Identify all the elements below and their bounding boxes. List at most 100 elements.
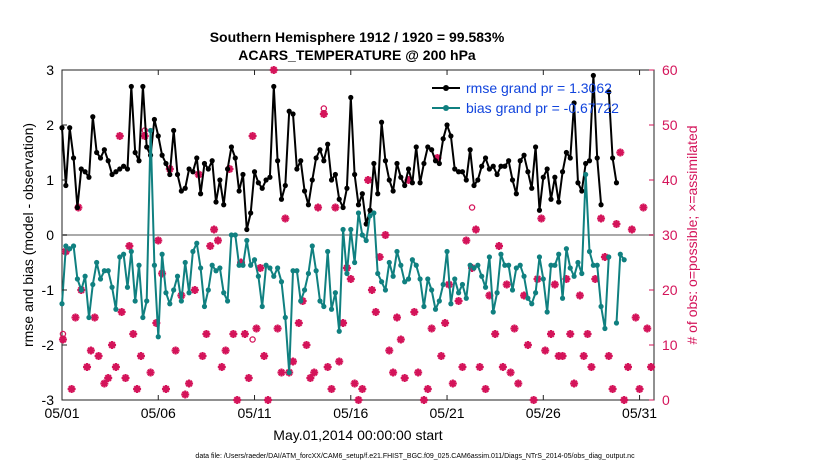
rmse-point bbox=[563, 149, 570, 156]
obs-mark-d2 bbox=[576, 291, 584, 300]
obs-assimilated-point bbox=[217, 363, 226, 371]
obs-mark-d2 bbox=[495, 242, 503, 250]
legend-rmse-marker bbox=[443, 85, 449, 91]
bias-point bbox=[540, 276, 546, 282]
rmse-point bbox=[421, 160, 427, 167]
bias-point bbox=[101, 268, 107, 274]
rmse-point bbox=[482, 155, 489, 161]
bias-point bbox=[236, 262, 242, 268]
y-tick-label-left: 3 bbox=[46, 62, 54, 78]
bias-point bbox=[448, 301, 454, 307]
obs-assimilated-point bbox=[136, 352, 145, 360]
obs-assimilated-point bbox=[523, 341, 532, 349]
rmse-point bbox=[267, 174, 273, 180]
rmse-point bbox=[198, 191, 204, 197]
bias-point bbox=[240, 262, 246, 268]
obs-assimilated-point bbox=[427, 324, 436, 333]
obs-mark-d2 bbox=[191, 286, 199, 294]
obs-mark-d2 bbox=[249, 132, 257, 140]
bias-point bbox=[621, 257, 627, 263]
obs-mark-d2 bbox=[428, 324, 436, 333]
bias-point bbox=[171, 287, 177, 293]
obs-mark-d2 bbox=[295, 319, 303, 327]
obs-assimilated-point bbox=[437, 352, 446, 360]
legend-bias-label: bias grand pr = -0.67722 bbox=[466, 100, 619, 116]
bias-point bbox=[402, 279, 408, 285]
bias-point bbox=[409, 257, 415, 263]
rmse-point bbox=[182, 185, 188, 191]
obs-mark-d2 bbox=[385, 346, 393, 355]
rmse-point bbox=[294, 166, 300, 172]
obs-mark-d2 bbox=[289, 357, 297, 366]
obs-assimilated-point bbox=[67, 385, 76, 393]
rmse-point bbox=[244, 226, 250, 233]
rmse-point bbox=[502, 163, 508, 169]
obs-mark-d2 bbox=[331, 203, 339, 212]
bias-point bbox=[86, 314, 92, 321]
obs-assimilated-point bbox=[310, 368, 319, 377]
obs-assimilated-point bbox=[491, 330, 500, 338]
bias-point bbox=[313, 268, 319, 274]
bias-point bbox=[378, 279, 385, 285]
obs-mark-d2 bbox=[87, 346, 95, 355]
obs-assimilated-point bbox=[161, 385, 170, 393]
obs-assimilated-point bbox=[263, 396, 272, 404]
bias-point bbox=[513, 265, 519, 271]
obs-mark-d2 bbox=[530, 396, 538, 404]
obs-assimilated-point bbox=[441, 319, 450, 327]
rmse-point bbox=[556, 199, 562, 205]
obs-mark-d2 bbox=[146, 368, 155, 377]
rmse-point bbox=[174, 171, 181, 178]
obs-assimilated-point bbox=[190, 286, 199, 294]
obs-assimilated-point bbox=[583, 330, 592, 338]
obs-mark-d2 bbox=[547, 330, 555, 338]
bias-point bbox=[533, 290, 539, 296]
obs-mark-d2 bbox=[414, 368, 422, 377]
obs-assimilated-point bbox=[213, 236, 222, 245]
rmse-point bbox=[336, 196, 342, 202]
bias-point bbox=[348, 226, 354, 233]
rmse-point bbox=[325, 141, 331, 147]
obs-assimilated-point bbox=[558, 352, 567, 360]
bias-point bbox=[352, 259, 358, 266]
obs-mark-d2 bbox=[584, 330, 592, 338]
bias-point bbox=[259, 303, 265, 310]
obs-mark-d2 bbox=[281, 214, 289, 223]
bias-point bbox=[502, 262, 508, 268]
obs-assimilated-point bbox=[396, 335, 405, 344]
bias-point bbox=[144, 298, 150, 304]
obs-assimilated-point bbox=[171, 346, 180, 355]
rmse-point bbox=[463, 177, 469, 183]
bias-point bbox=[209, 262, 215, 268]
bias-point bbox=[201, 303, 208, 310]
obs-mark-d2 bbox=[241, 330, 249, 338]
rmse-point bbox=[251, 169, 258, 175]
obs-mark-d2 bbox=[441, 319, 449, 327]
rmse-point bbox=[248, 210, 254, 216]
bias-point bbox=[132, 298, 138, 304]
obs-assimilated-point bbox=[244, 374, 253, 382]
obs-mark-d2 bbox=[376, 253, 384, 261]
x-tick-label: 05/01 bbox=[44, 405, 79, 421]
obs-assimilated-point bbox=[454, 297, 463, 305]
rmse-point bbox=[224, 166, 231, 172]
obs-mark-d2 bbox=[580, 352, 588, 360]
obs-assimilated-point bbox=[367, 286, 376, 294]
obs-assimilated-point bbox=[210, 225, 219, 234]
rmse-point bbox=[63, 182, 69, 189]
x-tick-label: 05/21 bbox=[430, 405, 465, 421]
bias-point bbox=[340, 226, 346, 233]
obs-assimilated-point bbox=[181, 390, 190, 399]
bias-point bbox=[394, 248, 400, 255]
obs-mark-d2 bbox=[306, 374, 314, 382]
obs-assimilated-point bbox=[475, 363, 484, 371]
rmse-point bbox=[128, 83, 134, 90]
obs-mark-d2 bbox=[647, 363, 655, 371]
bias-point bbox=[459, 281, 466, 288]
bias-point bbox=[552, 262, 558, 268]
obs-assimilated-point bbox=[514, 379, 523, 388]
rmse-point bbox=[282, 182, 288, 189]
rmse-point bbox=[490, 163, 496, 169]
y-tick-label-right: 30 bbox=[662, 227, 678, 243]
obs-assimilated-point bbox=[133, 385, 142, 393]
